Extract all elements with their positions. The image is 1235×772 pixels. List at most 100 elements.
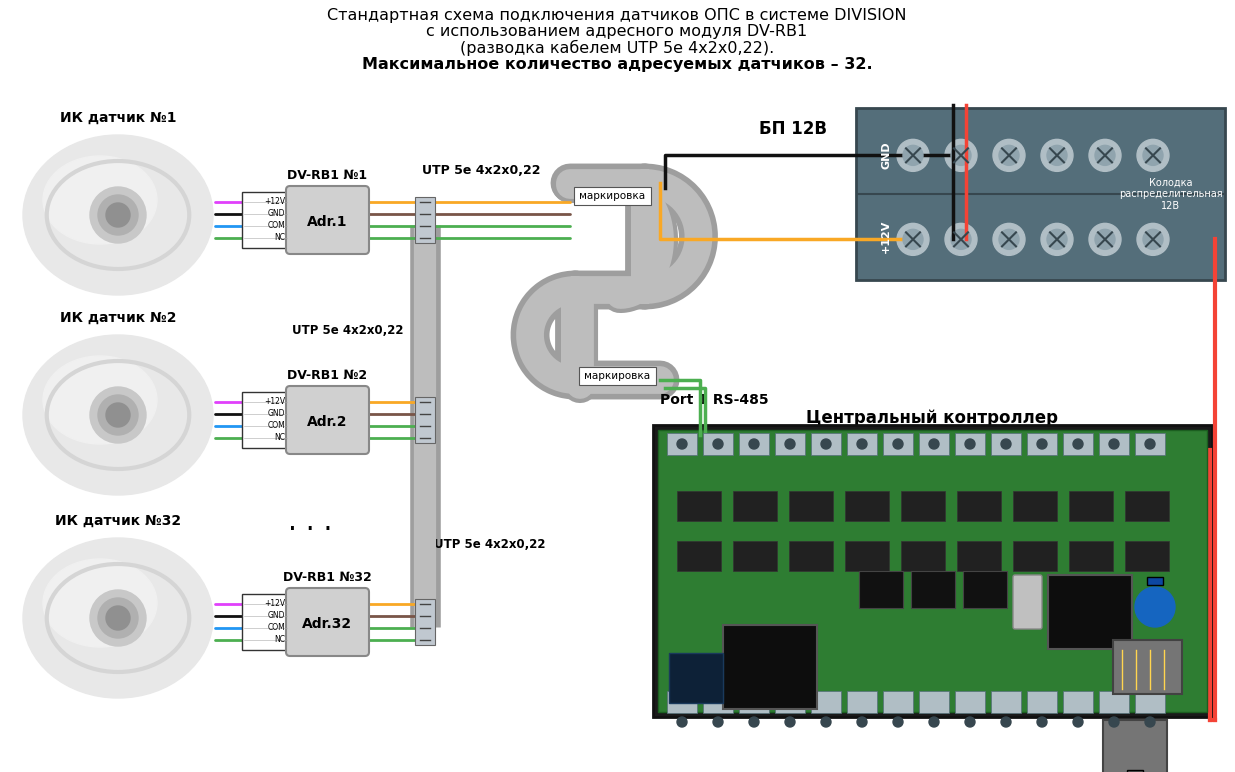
FancyBboxPatch shape <box>574 187 651 205</box>
Circle shape <box>1135 587 1174 627</box>
Circle shape <box>1109 717 1119 727</box>
FancyBboxPatch shape <box>415 197 435 243</box>
FancyBboxPatch shape <box>883 691 913 713</box>
Circle shape <box>965 717 974 727</box>
Circle shape <box>945 140 977 171</box>
Circle shape <box>98 195 138 235</box>
Text: COM: COM <box>267 422 285 431</box>
FancyBboxPatch shape <box>677 541 721 571</box>
FancyBboxPatch shape <box>957 491 1002 521</box>
Text: Стандартная схема подключения датчиков ОПС в системе DIVISION: Стандартная схема подключения датчиков О… <box>327 8 906 23</box>
FancyBboxPatch shape <box>902 541 945 571</box>
Circle shape <box>929 717 939 727</box>
Text: Максимальное количество адресуемых датчиков – 32.: Максимальное количество адресуемых датчи… <box>362 57 872 72</box>
FancyBboxPatch shape <box>919 691 948 713</box>
Text: DV-RB1 №2: DV-RB1 №2 <box>288 369 368 382</box>
Text: UTP 5e 4x2x0,22: UTP 5e 4x2x0,22 <box>293 323 404 337</box>
FancyBboxPatch shape <box>734 491 777 521</box>
FancyBboxPatch shape <box>1049 575 1132 649</box>
FancyBboxPatch shape <box>860 571 903 608</box>
FancyBboxPatch shape <box>667 691 697 713</box>
Text: COM: COM <box>267 624 285 632</box>
Ellipse shape <box>43 156 157 244</box>
FancyBboxPatch shape <box>811 691 841 713</box>
Text: NC: NC <box>274 635 285 645</box>
FancyBboxPatch shape <box>1147 577 1163 585</box>
Circle shape <box>1089 140 1121 171</box>
Text: ИК датчик №2: ИК датчик №2 <box>59 311 177 325</box>
Circle shape <box>993 223 1025 256</box>
FancyBboxPatch shape <box>1135 433 1165 455</box>
Circle shape <box>1109 439 1119 449</box>
Text: Колодка
распределительная
12В: Колодка распределительная 12В <box>1119 178 1223 211</box>
Text: DV-RB1 №32: DV-RB1 №32 <box>283 571 372 584</box>
Circle shape <box>106 403 130 427</box>
FancyBboxPatch shape <box>658 430 1207 712</box>
Circle shape <box>903 145 923 165</box>
Circle shape <box>90 387 146 443</box>
FancyBboxPatch shape <box>1113 640 1182 694</box>
FancyBboxPatch shape <box>1063 433 1093 455</box>
FancyBboxPatch shape <box>1099 433 1129 455</box>
FancyBboxPatch shape <box>287 386 369 454</box>
Circle shape <box>106 203 130 227</box>
FancyBboxPatch shape <box>242 392 287 448</box>
Circle shape <box>1137 140 1170 171</box>
FancyBboxPatch shape <box>845 541 889 571</box>
Circle shape <box>1041 223 1073 256</box>
FancyBboxPatch shape <box>579 367 656 385</box>
Circle shape <box>1041 140 1073 171</box>
FancyBboxPatch shape <box>287 186 369 254</box>
Ellipse shape <box>23 538 212 698</box>
Text: +12V: +12V <box>264 398 285 407</box>
Circle shape <box>1095 229 1115 249</box>
Text: GND: GND <box>881 141 890 169</box>
FancyBboxPatch shape <box>776 691 805 713</box>
FancyBboxPatch shape <box>734 541 777 571</box>
FancyBboxPatch shape <box>242 594 287 650</box>
FancyBboxPatch shape <box>955 691 986 713</box>
FancyBboxPatch shape <box>703 433 734 455</box>
FancyBboxPatch shape <box>963 571 1007 608</box>
FancyBboxPatch shape <box>789 541 832 571</box>
Circle shape <box>945 223 977 256</box>
Text: (разводка кабелем UTP 5e 4x2x0,22).: (разводка кабелем UTP 5e 4x2x0,22). <box>459 40 774 56</box>
Circle shape <box>1047 229 1067 249</box>
Text: DV-HEAD OMEGA: DV-HEAD OMEGA <box>853 454 1011 472</box>
Text: NC: NC <box>274 434 285 442</box>
Text: GND: GND <box>268 409 285 418</box>
FancyBboxPatch shape <box>776 433 805 455</box>
Circle shape <box>965 439 974 449</box>
FancyBboxPatch shape <box>415 599 435 645</box>
FancyBboxPatch shape <box>667 433 697 455</box>
FancyBboxPatch shape <box>1125 541 1170 571</box>
Circle shape <box>98 598 138 638</box>
Circle shape <box>929 439 939 449</box>
Circle shape <box>1095 145 1115 165</box>
Circle shape <box>999 145 1019 165</box>
Text: ИК датчик №32: ИК датчик №32 <box>54 514 182 528</box>
Circle shape <box>677 439 687 449</box>
Text: Port 1 RS-485: Port 1 RS-485 <box>659 393 768 407</box>
FancyBboxPatch shape <box>990 433 1021 455</box>
Circle shape <box>713 717 722 727</box>
FancyBboxPatch shape <box>883 433 913 455</box>
FancyBboxPatch shape <box>845 491 889 521</box>
Circle shape <box>1144 145 1163 165</box>
FancyBboxPatch shape <box>1128 770 1144 772</box>
Ellipse shape <box>43 559 157 647</box>
FancyBboxPatch shape <box>242 192 287 248</box>
FancyBboxPatch shape <box>1028 433 1057 455</box>
Text: +12V: +12V <box>264 198 285 206</box>
FancyBboxPatch shape <box>739 433 769 455</box>
FancyBboxPatch shape <box>677 491 721 521</box>
Circle shape <box>993 140 1025 171</box>
FancyBboxPatch shape <box>1013 491 1057 521</box>
FancyBboxPatch shape <box>1070 491 1113 521</box>
Circle shape <box>1037 717 1047 727</box>
Circle shape <box>1037 439 1047 449</box>
Text: Adr.1: Adr.1 <box>308 215 348 229</box>
Text: UTP 5e 4x2x0,22: UTP 5e 4x2x0,22 <box>435 539 546 551</box>
FancyBboxPatch shape <box>1013 575 1042 629</box>
Circle shape <box>893 717 903 727</box>
